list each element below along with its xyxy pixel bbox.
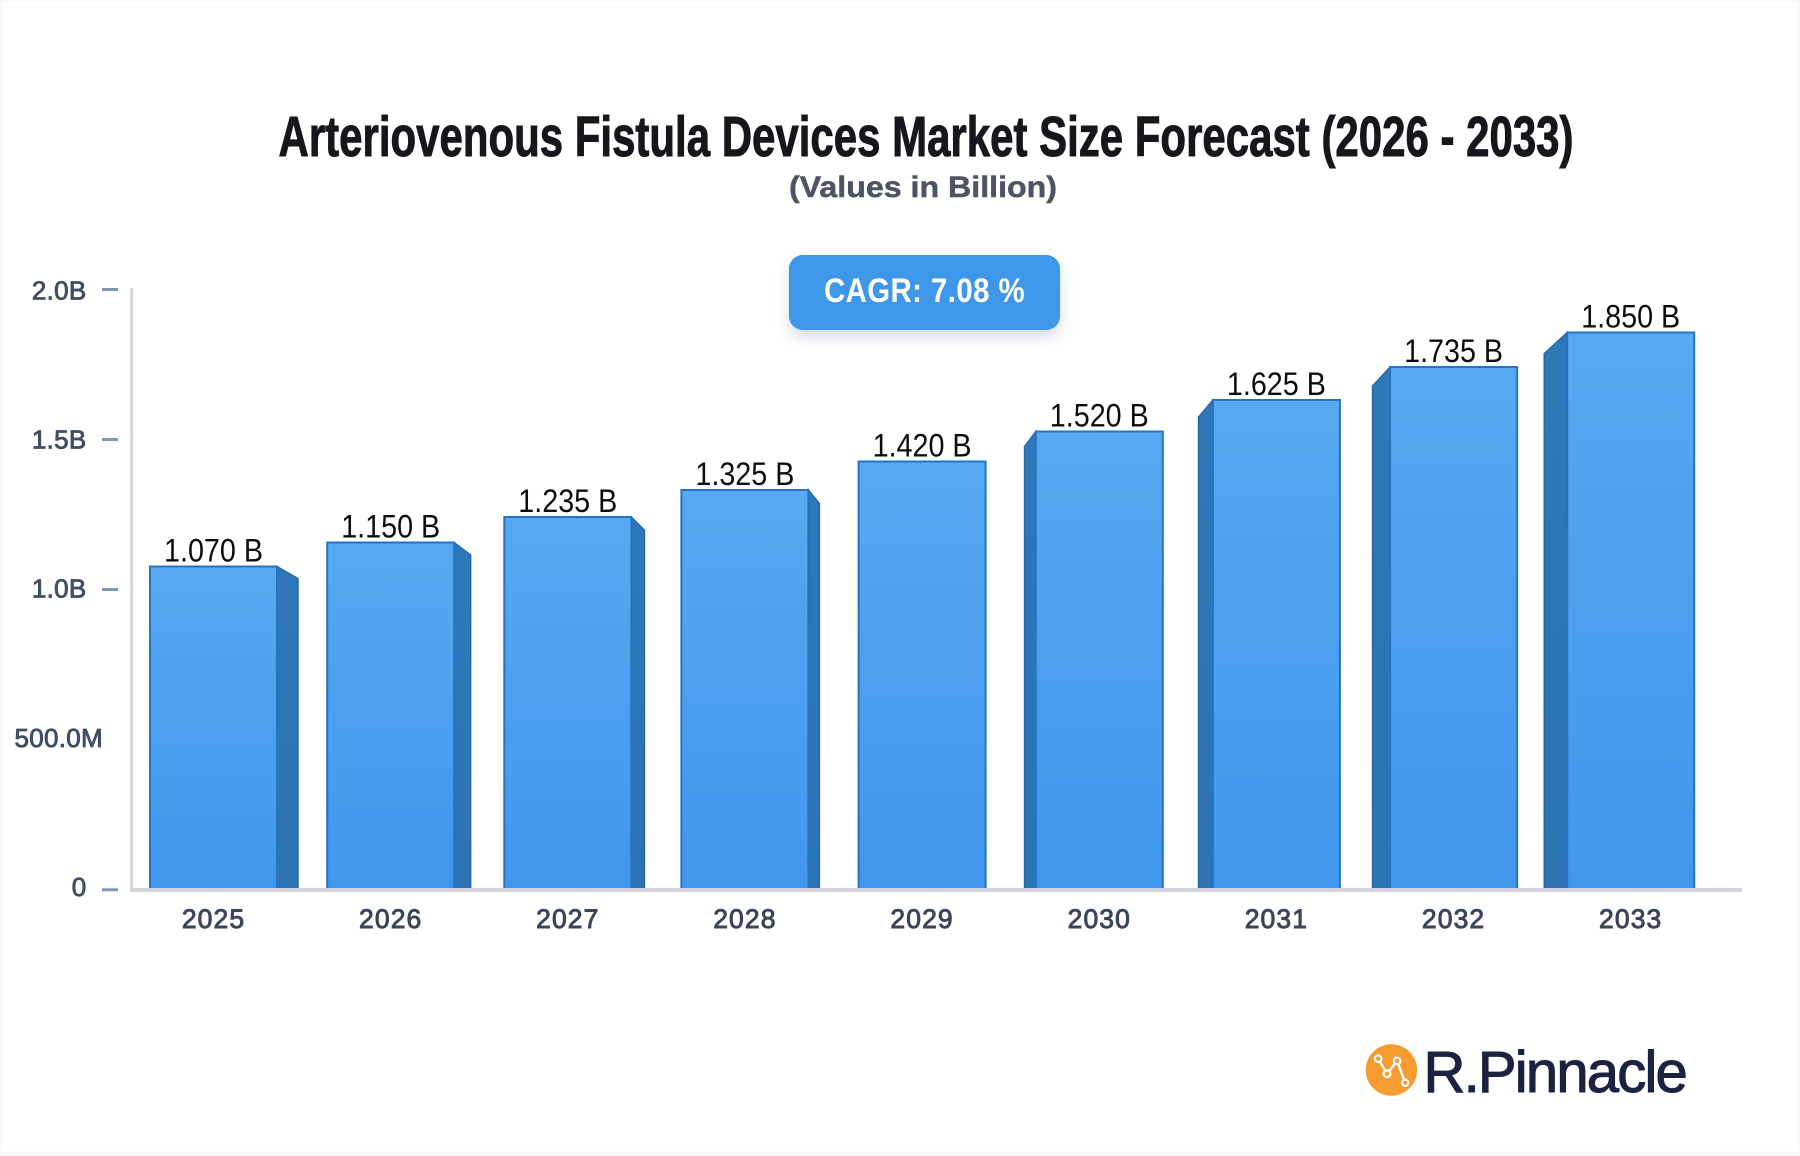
svg-text:2033: 2033 bbox=[1599, 904, 1662, 934]
svg-text:1.625 B: 1.625 B bbox=[1227, 366, 1326, 402]
svg-text:500.0M: 500.0M bbox=[14, 723, 103, 753]
svg-text:1.150 B: 1.150 B bbox=[341, 509, 440, 545]
svg-text:R.Pinnacle: R.Pinnacle bbox=[1424, 1040, 1687, 1105]
svg-text:CAGR: 7.08 %: CAGR: 7.08 % bbox=[824, 272, 1025, 310]
svg-text:2026: 2026 bbox=[359, 904, 422, 934]
svg-text:1.520 B: 1.520 B bbox=[1050, 398, 1149, 434]
svg-text:2029: 2029 bbox=[890, 904, 953, 934]
svg-text:2028: 2028 bbox=[713, 904, 776, 934]
svg-text:1.420 B: 1.420 B bbox=[873, 428, 972, 464]
svg-text:2030: 2030 bbox=[1068, 904, 1131, 934]
svg-text:1.235 B: 1.235 B bbox=[518, 483, 617, 519]
svg-text:1.735 B: 1.735 B bbox=[1404, 333, 1503, 369]
svg-text:1.0B: 1.0B bbox=[32, 574, 87, 604]
svg-text:2.0B: 2.0B bbox=[32, 276, 87, 306]
svg-text:1.850 B: 1.850 B bbox=[1581, 299, 1680, 335]
svg-text:1.5B: 1.5B bbox=[32, 425, 87, 455]
svg-text:2031: 2031 bbox=[1245, 904, 1308, 934]
svg-text:1.325 B: 1.325 B bbox=[695, 456, 794, 492]
svg-text:2027: 2027 bbox=[536, 904, 599, 934]
svg-text:Arteriovenous Fistula Devices: Arteriovenous Fistula Devices Market Siz… bbox=[279, 105, 1574, 169]
svg-text:0: 0 bbox=[72, 872, 87, 902]
svg-text:2025: 2025 bbox=[182, 904, 245, 934]
svg-text:(Values in Billion): (Values in Billion) bbox=[789, 171, 1057, 204]
svg-text:2032: 2032 bbox=[1422, 904, 1485, 934]
svg-text:1.070 B: 1.070 B bbox=[164, 533, 263, 569]
